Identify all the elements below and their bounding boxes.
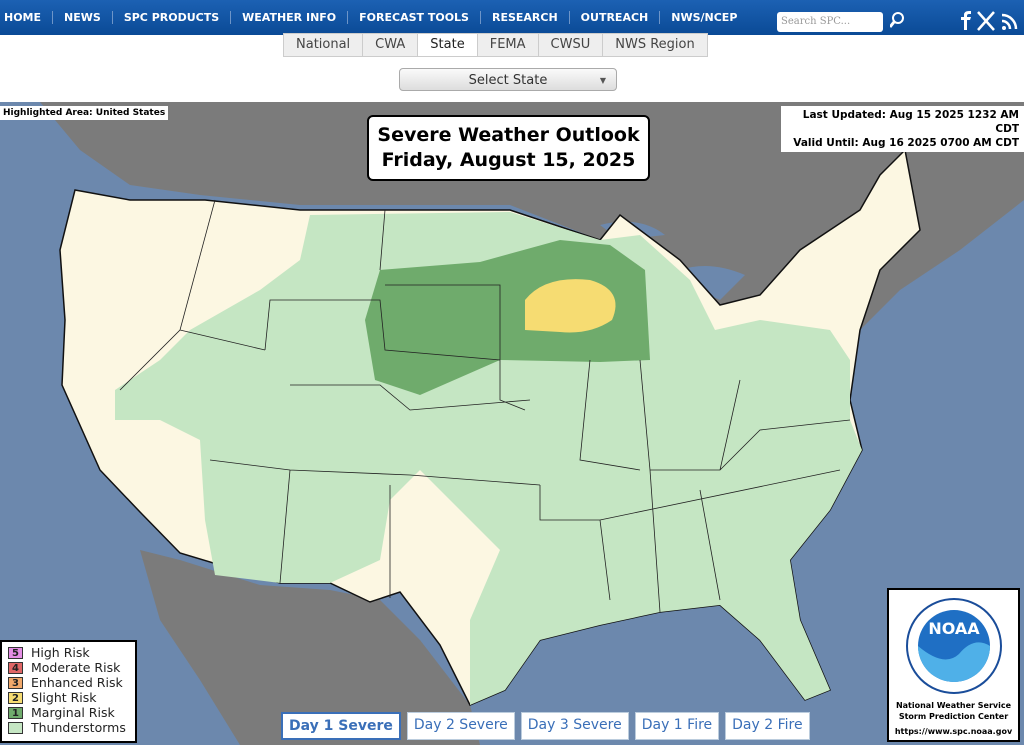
nav-item[interactable]: NEWS — [64, 11, 113, 24]
facebook-icon[interactable] — [961, 11, 971, 30]
update-info: Last Updated: Aug 15 2025 1232 AM CDT Va… — [781, 106, 1024, 152]
day-tab[interactable]: Day 2 Severe — [406, 712, 515, 740]
legend-entry: 4 Moderate Risk — [8, 660, 129, 675]
legend-swatch: 3 — [8, 676, 23, 689]
noaa-logo: NOAA — [905, 598, 1002, 694]
highlighted-area: Highlighted Area: United States — [0, 106, 169, 120]
legend-swatch: 4 — [8, 661, 23, 674]
thunderstorm-area — [115, 212, 862, 705]
last-updated: Last Updated: Aug 15 2025 1232 AM CDT — [802, 109, 1019, 135]
marginal-area — [365, 240, 650, 395]
day-tab[interactable]: Day 1 Fire — [634, 712, 720, 740]
select-label: Select State — [468, 73, 548, 88]
legend-swatch: 5 — [8, 646, 23, 659]
map-date: Friday, August 15, 2025 — [381, 149, 636, 171]
map-title: Severe Weather Outlook — [377, 124, 640, 146]
title-box: Severe Weather Outlook Friday, August 15… — [367, 115, 650, 181]
day-tab[interactable]: Day 3 Severe — [520, 712, 629, 740]
mexico — [140, 550, 480, 745]
logo-text: NOAA — [928, 619, 980, 638]
legend-label: Moderate Risk — [31, 660, 121, 675]
rss-dot — [1002, 26, 1006, 30]
search-icon-handle — [890, 21, 896, 28]
legend-label: Slight Risk — [31, 690, 97, 705]
tab[interactable]: NWS Region — [615, 37, 695, 52]
legend-swatch: 1 — [8, 706, 23, 719]
outlook-map — [0, 102, 1024, 745]
slight-area — [525, 279, 616, 333]
legend: 5 High Risk 4 Moderate Risk 3 Enhanced Risk 2 S… — [0, 640, 137, 743]
noaa-line1: National Weather Service — [895, 701, 1012, 710]
nav-item[interactable]: HOME — [4, 11, 54, 24]
x-icon[interactable] — [977, 11, 995, 31]
day-tabs: Day 1 Severe Day 2 Severe Day 3 Severe Day … — [281, 712, 810, 740]
legend-entry: 1 Marginal Risk — [8, 705, 129, 720]
select-arrow: ▼ — [599, 76, 606, 85]
tab[interactable]: CWA — [363, 34, 419, 56]
legend-swatch — [8, 721, 23, 734]
legend-label: High Risk — [31, 645, 90, 660]
rss-icon[interactable] — [1001, 13, 1018, 30]
legend-label: Marginal Risk — [31, 705, 115, 720]
day-tab[interactable]: Day 2 Fire — [725, 712, 810, 740]
nav-items: HOME NEWS SPC PRODUCTS WEATHER INFO FORECAST… — [4, 0, 759, 35]
search-box[interactable]: Search SPC... — [777, 12, 883, 32]
legend-entry: Thunderstorms — [8, 720, 129, 735]
tab[interactable]: National — [284, 34, 364, 56]
tab-bar: National CWA State FEMA CWSU NWS Region — [283, 33, 708, 57]
noaa-url[interactable]: https://www.spc.noaa.gov — [894, 727, 1013, 736]
state-select[interactable]: Select State ▼ — [399, 68, 617, 91]
icons — [890, 11, 1018, 31]
legend-label: Enhanced Risk — [31, 675, 123, 690]
legend-label: Thunderstorms — [31, 720, 126, 735]
tab[interactable]: State — [418, 34, 478, 56]
rss-arc — [1001, 13, 1018, 30]
noaa-box: NOAA National Weather Service Storm Pred… — [887, 588, 1020, 742]
nav-item[interactable]: FORECAST TOOLS — [359, 11, 481, 24]
nav-item[interactable]: WEATHER INFO — [242, 11, 349, 24]
tab[interactable]: FEMA — [478, 34, 539, 56]
nav-item[interactable]: SPC PRODUCTS — [124, 11, 232, 24]
tab[interactable]: CWSU — [539, 34, 604, 56]
legend-entry: 3 Enhanced Risk — [8, 675, 129, 690]
valid-until: Valid Until: Aug 16 2025 0700 AM CDT — [793, 137, 1019, 149]
legend-entry: 5 High Risk — [8, 645, 129, 660]
nav-item[interactable]: RESEARCH — [492, 11, 570, 24]
nav-item[interactable]: NWS/NCEP — [671, 11, 738, 24]
noaa-line2: Storm Prediction Center — [898, 712, 1009, 721]
nav-item[interactable]: OUTREACH — [581, 11, 661, 24]
state-lines — [119, 199, 851, 613]
day-tab[interactable]: Day 1 Severe — [281, 712, 401, 740]
canada — [0, 102, 1024, 330]
logo-wave — [917, 642, 990, 682]
legend-swatch: 2 — [8, 691, 23, 704]
search-icon[interactable] — [892, 12, 904, 24]
nav-bar: HOME NEWS SPC PRODUCTS WEATHER INFO FORECAST… — [0, 0, 1024, 35]
legend-entry: 2 Slight Risk — [8, 690, 129, 705]
